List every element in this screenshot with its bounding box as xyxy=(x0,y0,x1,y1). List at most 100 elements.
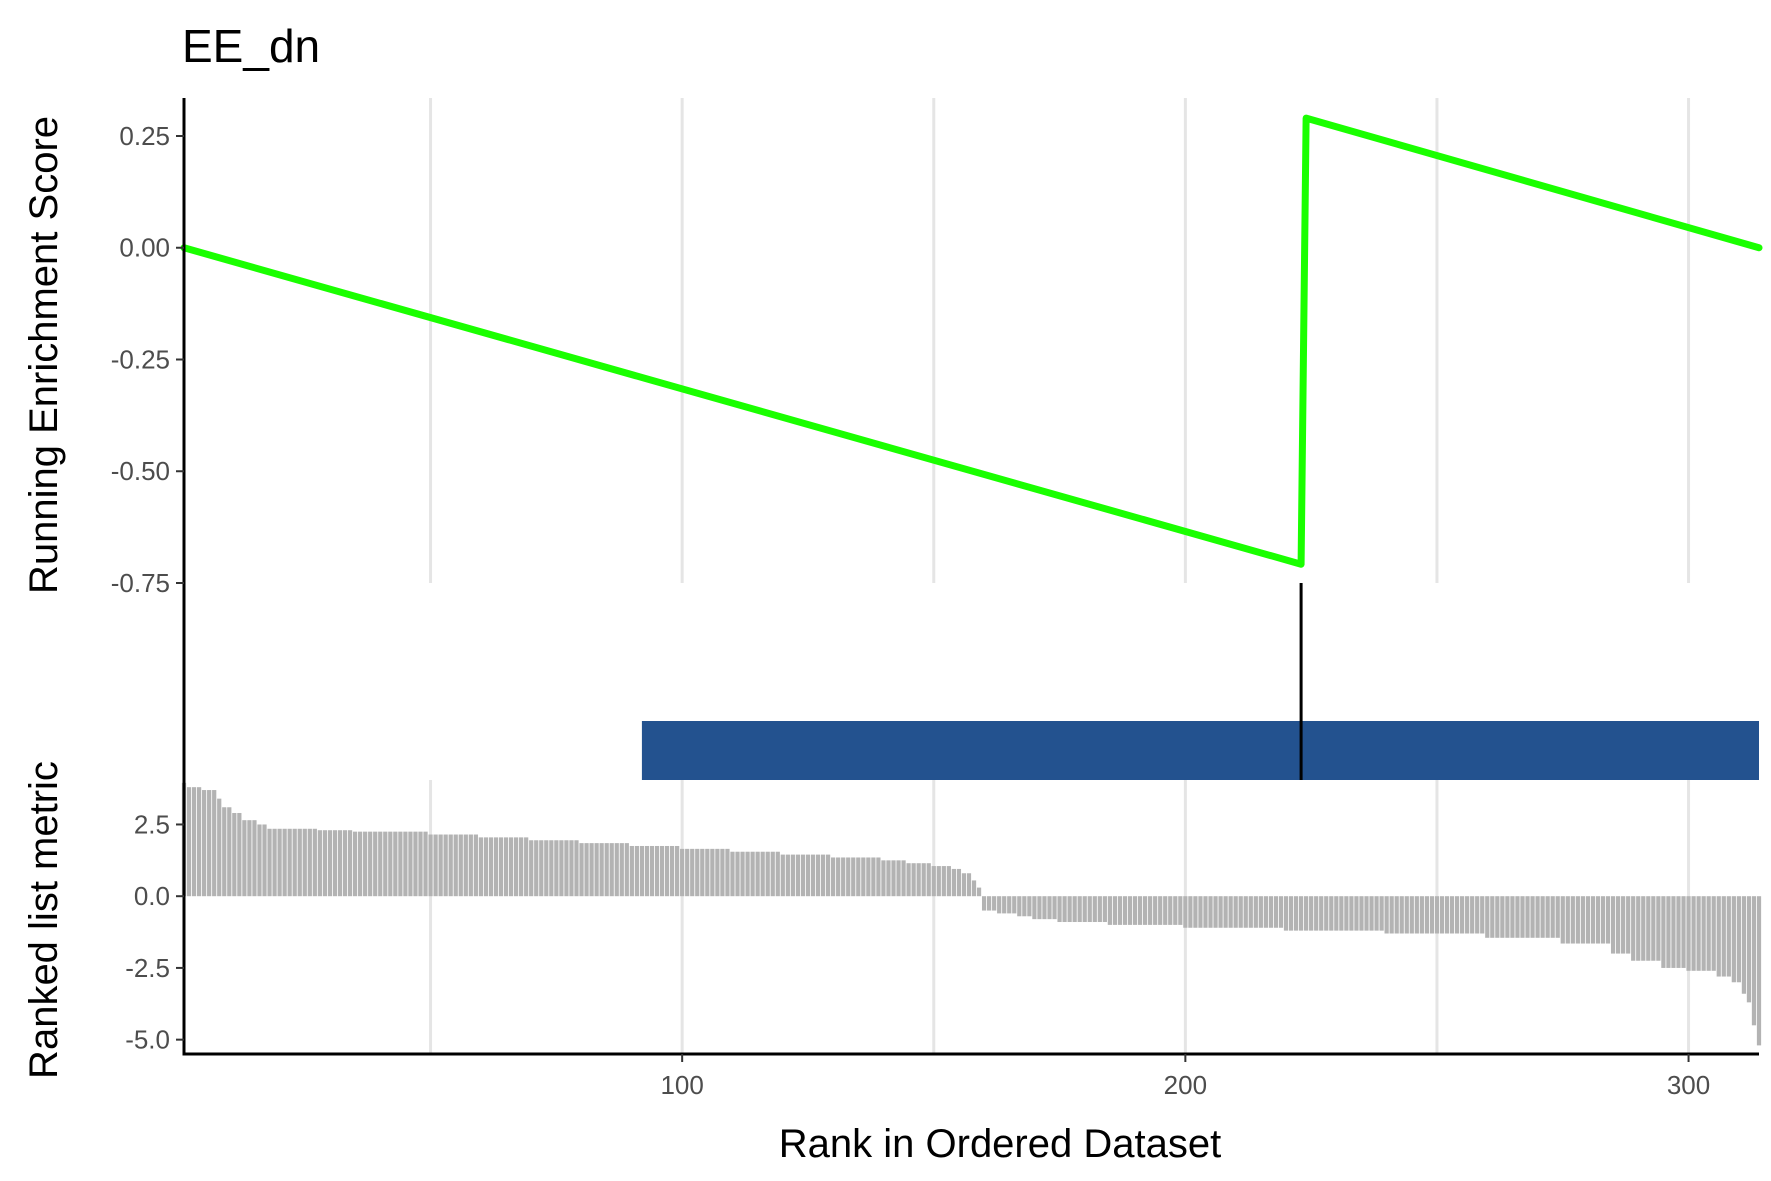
metric-bar-170 xyxy=(1032,896,1037,920)
metric-bar-24 xyxy=(297,828,302,897)
metric-bar-114 xyxy=(750,851,755,897)
metric-bar-164 xyxy=(1002,896,1007,914)
metric-bar-156 xyxy=(961,873,967,897)
metric-bar-45 xyxy=(403,831,408,897)
running-es-line xyxy=(180,114,1763,568)
metric-bar-126 xyxy=(810,854,816,897)
metric-bar-228 xyxy=(1324,896,1329,931)
metric-bar-206 xyxy=(1213,896,1218,928)
metric-bar-283 xyxy=(1600,896,1606,944)
metric-bar-96 xyxy=(659,845,665,897)
metric-bar-291 xyxy=(1641,896,1646,961)
metric-bar-33 xyxy=(342,830,348,897)
metric-bar-305 xyxy=(1711,896,1716,971)
metric-bar-233 xyxy=(1349,896,1354,931)
metric-bar-245 xyxy=(1409,896,1414,934)
metric-bar-121 xyxy=(785,854,790,897)
metric-bar-43 xyxy=(393,831,398,897)
metric-bar-282 xyxy=(1595,896,1601,944)
metric-bar-124 xyxy=(800,854,806,897)
metric-bar-74 xyxy=(549,840,554,897)
metric-bar-14 xyxy=(247,820,252,897)
metric-bar-298 xyxy=(1676,896,1681,968)
metric-bar-258 xyxy=(1475,896,1480,934)
metric-bar-235 xyxy=(1359,896,1364,931)
metric-bar-128 xyxy=(820,854,826,897)
metric-bar-122 xyxy=(790,854,795,897)
metric-bar-36 xyxy=(358,831,363,897)
metric-bar-285 xyxy=(1610,896,1616,954)
metric-bar-145 xyxy=(906,863,911,897)
metric-bar-144 xyxy=(901,860,906,897)
metric-bar-252 xyxy=(1444,896,1450,934)
metric-bar-38 xyxy=(368,831,373,897)
metric-bar-308 xyxy=(1726,896,1731,977)
metric-bar-162 xyxy=(992,896,997,911)
metric-bar-211 xyxy=(1238,896,1243,928)
metric-bar-265 xyxy=(1510,896,1515,938)
metric-bar-53 xyxy=(443,834,448,897)
metric-bar-6 xyxy=(207,790,212,897)
metric-bar-9 xyxy=(222,807,227,897)
metric-bar-107 xyxy=(715,848,720,897)
metric-bar-167 xyxy=(1017,896,1022,917)
metric-bar-51 xyxy=(433,834,438,897)
metric-bar-140 xyxy=(881,860,886,897)
metric-bar-112 xyxy=(740,851,745,897)
metric-bar-69 xyxy=(524,837,529,897)
metric-bar-192 xyxy=(1142,896,1148,925)
metric-bar-310 xyxy=(1736,896,1741,983)
metric-bar-218 xyxy=(1273,896,1279,928)
metric-bar-263 xyxy=(1500,896,1505,938)
metric-bar-127 xyxy=(815,854,821,897)
metric-bar-246 xyxy=(1414,896,1419,934)
metric-bar-47 xyxy=(413,831,418,897)
metric-bar-177 xyxy=(1067,896,1072,923)
metric-bar-307 xyxy=(1721,896,1726,977)
es-y-ticks: 0.25 0.00 -0.25 -0.50 -0.75 xyxy=(111,121,184,598)
metric-bar-174 xyxy=(1052,896,1057,920)
metric-bar-267 xyxy=(1520,896,1525,938)
metric-bar-68 xyxy=(519,837,524,897)
metric-bar-17 xyxy=(262,824,267,897)
metric-bar-19 xyxy=(272,828,277,897)
running-es-line-group xyxy=(180,114,1763,568)
metric-bar-57 xyxy=(463,834,468,897)
metric-bar-188 xyxy=(1122,896,1128,925)
metric-y-tick-label: 2.5 xyxy=(134,809,170,839)
metric-bar-44 xyxy=(398,831,403,897)
metric-bar-34 xyxy=(347,830,353,897)
metric-bar-175 xyxy=(1057,896,1062,923)
metric-bar-26 xyxy=(307,828,312,897)
metric-bar-255 xyxy=(1460,896,1465,934)
metric-bar-163 xyxy=(997,896,1002,914)
metric-bar-129 xyxy=(825,854,831,897)
metric-bar-64 xyxy=(498,837,504,897)
metric-bar-153 xyxy=(946,866,951,897)
metric-bar-16 xyxy=(257,824,262,897)
metric-bar-300 xyxy=(1686,896,1691,971)
metric-bar-176 xyxy=(1062,896,1067,923)
metric-bar-292 xyxy=(1646,896,1651,961)
metric-bar-304 xyxy=(1706,896,1711,971)
metric-bar-21 xyxy=(282,828,287,897)
ranked-metric-bars xyxy=(181,782,1762,1046)
metric-bar-89 xyxy=(624,843,629,897)
metric-bar-247 xyxy=(1419,896,1424,934)
metric-bar-280 xyxy=(1585,896,1591,944)
metric-bar-2 xyxy=(186,787,192,897)
metric-bar-208 xyxy=(1223,896,1228,928)
metric-bar-71 xyxy=(534,840,539,897)
metric-bar-278 xyxy=(1575,896,1580,944)
metric-bar-32 xyxy=(337,830,343,897)
metric-bar-268 xyxy=(1525,896,1530,938)
metric-bar-276 xyxy=(1565,896,1570,944)
metric-bar-243 xyxy=(1399,896,1404,934)
metric-bar-221 xyxy=(1288,896,1294,931)
metric-bar-295 xyxy=(1661,896,1666,968)
metric-bar-100 xyxy=(680,848,685,897)
metric-bar-7 xyxy=(212,790,217,897)
metric-bar-184 xyxy=(1102,896,1107,923)
metric-bar-56 xyxy=(458,834,463,897)
metric-bar-293 xyxy=(1651,896,1656,961)
